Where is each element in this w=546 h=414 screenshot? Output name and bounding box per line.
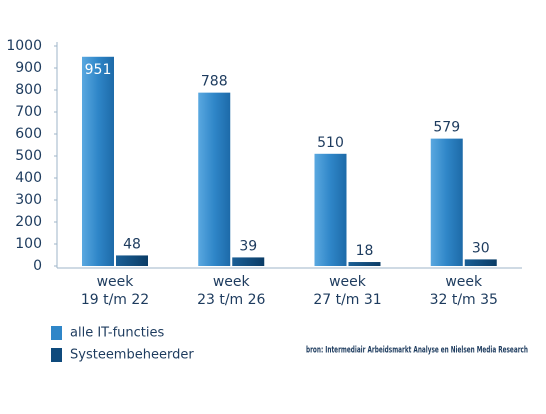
bar bbox=[314, 153, 347, 266]
value-label: 30 bbox=[472, 240, 490, 256]
y-tick-label: 200 bbox=[15, 214, 42, 230]
legend-label: alle IT-functies bbox=[70, 326, 165, 341]
bar bbox=[464, 259, 497, 266]
y-tick-label: 100 bbox=[15, 236, 42, 252]
y-tick-label: 800 bbox=[15, 82, 42, 98]
value-label: 510 bbox=[317, 135, 344, 151]
bar bbox=[232, 257, 265, 266]
value-label: 39 bbox=[239, 238, 257, 254]
legend-swatch bbox=[51, 348, 62, 362]
value-label: 951 bbox=[85, 62, 112, 78]
y-tick-label: 1000 bbox=[6, 38, 42, 54]
bar bbox=[82, 56, 114, 266]
value-label: 18 bbox=[356, 243, 374, 259]
bar bbox=[430, 138, 463, 266]
y-tick-label: 400 bbox=[15, 170, 42, 186]
value-label: 579 bbox=[433, 120, 460, 136]
x-tick-label: week bbox=[329, 274, 367, 290]
legend-swatch bbox=[51, 326, 62, 340]
legend-label: Systeembeheerder bbox=[70, 348, 194, 363]
y-tick-label: 700 bbox=[15, 104, 42, 120]
y-tick-label: 300 bbox=[15, 192, 42, 208]
x-tick-label: week bbox=[445, 274, 483, 290]
y-tick-label: 600 bbox=[15, 126, 42, 142]
y-tick-label: 900 bbox=[15, 60, 42, 76]
y-tick-label: 0 bbox=[33, 258, 42, 274]
y-tick-label: 500 bbox=[15, 148, 42, 164]
x-tick-label: 23 t/m 26 bbox=[197, 292, 265, 308]
x-tick-label: 27 t/m 31 bbox=[313, 292, 381, 308]
x-tick-label: 19 t/m 22 bbox=[81, 292, 149, 308]
bar bbox=[116, 255, 148, 266]
value-label: 788 bbox=[201, 74, 228, 90]
x-tick-label: week bbox=[213, 274, 251, 290]
bar bbox=[198, 92, 231, 266]
value-label: 48 bbox=[123, 236, 141, 252]
x-tick-label: week bbox=[97, 274, 135, 290]
bar bbox=[348, 262, 381, 266]
source-note: bron: Intermediair Arbeidsmarkt Analyse … bbox=[306, 346, 528, 356]
x-tick-label: 32 t/m 35 bbox=[430, 292, 498, 308]
